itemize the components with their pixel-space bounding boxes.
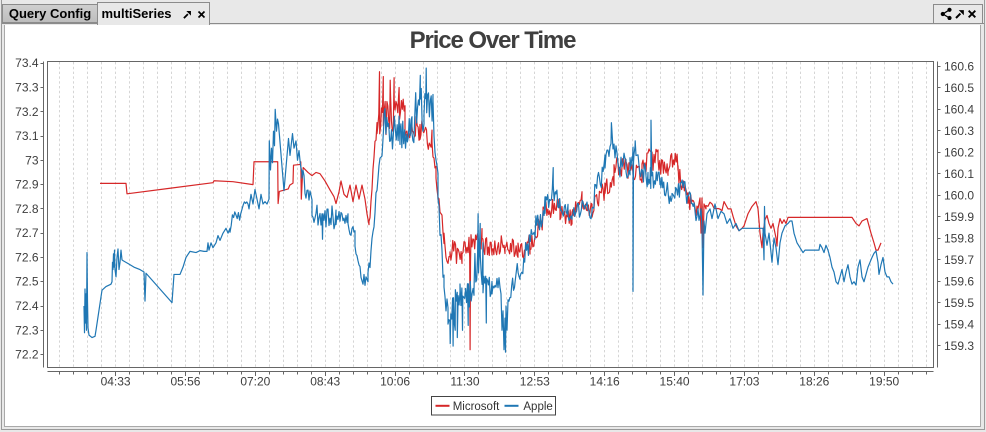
svg-text:160.6: 160.6 bbox=[944, 60, 974, 74]
svg-text:159.5: 159.5 bbox=[944, 296, 974, 310]
svg-text:159.3: 159.3 bbox=[944, 339, 974, 353]
svg-text:14:16: 14:16 bbox=[590, 375, 620, 389]
svg-text:73: 73 bbox=[25, 153, 39, 167]
svg-text:19:50: 19:50 bbox=[869, 375, 899, 389]
svg-text:72.6: 72.6 bbox=[15, 250, 39, 264]
svg-text:160.1: 160.1 bbox=[944, 167, 974, 181]
svg-text:72.9: 72.9 bbox=[15, 178, 39, 192]
svg-text:72.8: 72.8 bbox=[15, 202, 39, 216]
svg-text:05:56: 05:56 bbox=[170, 375, 200, 389]
svg-text:72.3: 72.3 bbox=[15, 323, 39, 337]
svg-text:160.4: 160.4 bbox=[944, 103, 974, 117]
svg-text:18:26: 18:26 bbox=[799, 375, 829, 389]
svg-text:17:03: 17:03 bbox=[729, 375, 759, 389]
svg-text:73.4: 73.4 bbox=[15, 56, 39, 70]
svg-text:159.9: 159.9 bbox=[944, 210, 974, 224]
svg-text:160.3: 160.3 bbox=[944, 124, 974, 138]
svg-text:08:43: 08:43 bbox=[310, 375, 340, 389]
svg-text:10:06: 10:06 bbox=[380, 375, 410, 389]
svg-text:160.2: 160.2 bbox=[944, 146, 974, 160]
svg-text:11:30: 11:30 bbox=[450, 375, 479, 389]
svg-text:72.4: 72.4 bbox=[15, 299, 39, 313]
svg-text:73.2: 73.2 bbox=[15, 105, 39, 119]
svg-text:160.5: 160.5 bbox=[944, 81, 974, 95]
svg-text:159.8: 159.8 bbox=[944, 232, 974, 246]
svg-text:Apple: Apple bbox=[523, 401, 552, 413]
svg-text:72.7: 72.7 bbox=[15, 226, 39, 240]
svg-text:12:53: 12:53 bbox=[520, 375, 550, 389]
svg-text:72.5: 72.5 bbox=[15, 275, 39, 289]
svg-text:15:40: 15:40 bbox=[660, 375, 690, 389]
svg-text:07:20: 07:20 bbox=[240, 375, 270, 389]
svg-text:159.6: 159.6 bbox=[944, 275, 974, 289]
svg-text:160.0: 160.0 bbox=[944, 189, 974, 203]
svg-text:72.2: 72.2 bbox=[15, 348, 39, 362]
svg-text:04:33: 04:33 bbox=[101, 375, 131, 389]
svg-text:73.3: 73.3 bbox=[15, 80, 39, 94]
svg-text:Price Over Time: Price Over Time bbox=[410, 27, 577, 54]
svg-text:159.7: 159.7 bbox=[944, 253, 974, 267]
svg-text:159.4: 159.4 bbox=[944, 318, 974, 332]
svg-text:Microsoft: Microsoft bbox=[453, 401, 500, 413]
svg-text:73.1: 73.1 bbox=[15, 129, 39, 143]
